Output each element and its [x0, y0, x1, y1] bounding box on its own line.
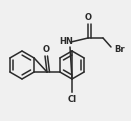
Text: Cl: Cl	[67, 95, 77, 105]
Text: O: O	[42, 45, 50, 53]
Text: O: O	[84, 12, 91, 22]
Text: HN: HN	[59, 38, 73, 46]
Text: Br: Br	[114, 45, 125, 54]
